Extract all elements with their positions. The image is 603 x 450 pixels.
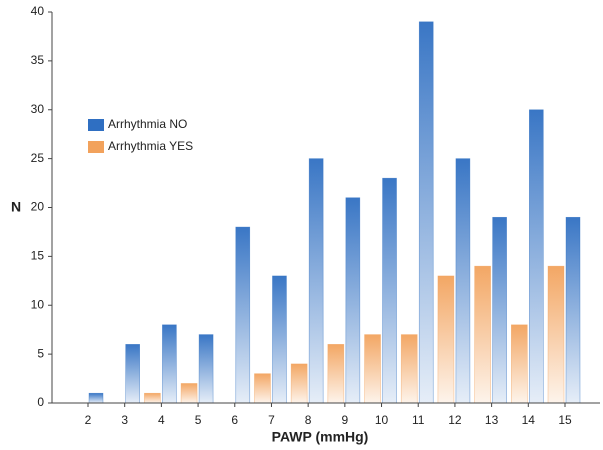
y-tick-label: 25 [31, 151, 45, 165]
bar [437, 275, 455, 404]
y-tick-label: 20 [31, 200, 45, 214]
bar [198, 334, 214, 404]
bar [125, 344, 140, 404]
y-axis-title: N [11, 199, 21, 215]
y-tick-label: 35 [31, 53, 45, 67]
bar [382, 177, 397, 404]
legend-swatch [88, 119, 104, 131]
x-axis-title: PAWP (mmHg) [272, 429, 369, 445]
y-tick-label: 0 [37, 395, 44, 409]
bar [565, 216, 581, 404]
x-tick-label: 11 [412, 413, 425, 427]
bar [272, 275, 287, 404]
y-tick-label: 40 [31, 4, 45, 18]
bar [511, 324, 528, 404]
y-tick-label: 30 [31, 102, 45, 116]
x-tick-label: 13 [485, 413, 499, 427]
bar [235, 226, 251, 404]
legend-label: Arrhythmia NO [108, 117, 187, 131]
x-tick-label: 15 [558, 413, 572, 427]
legend-swatch [88, 141, 104, 153]
legend-label: Arrhythmia YES [108, 139, 193, 153]
bar [529, 109, 544, 404]
bar [418, 21, 434, 404]
x-tick-label: 10 [375, 413, 389, 427]
bar [144, 392, 161, 404]
bar [345, 197, 361, 404]
x-tick-label: 2 [85, 413, 92, 427]
y-tick-label: 5 [37, 346, 44, 360]
bar [308, 158, 324, 404]
bar [254, 373, 271, 404]
bar [455, 158, 471, 404]
bar [547, 265, 565, 404]
bar [492, 216, 507, 404]
x-tick-label: 14 [522, 413, 536, 427]
x-tick-label: 5 [195, 413, 202, 427]
x-tick-label: 12 [448, 413, 462, 427]
bar [474, 265, 491, 404]
x-tick-label: 8 [305, 413, 312, 427]
bar [180, 383, 198, 404]
x-tick-label: 3 [121, 413, 128, 427]
bar [290, 363, 308, 404]
bar [327, 344, 345, 404]
y-tick-label: 15 [31, 249, 45, 263]
x-tick-label: 7 [268, 413, 275, 427]
bar [162, 324, 177, 404]
y-tick-label: 10 [31, 297, 45, 311]
x-tick-label: 9 [342, 413, 349, 427]
bar [364, 334, 381, 404]
x-tick-label: 6 [231, 413, 238, 427]
bar [88, 392, 104, 404]
bar [400, 334, 418, 404]
x-tick-label: 4 [158, 413, 165, 427]
